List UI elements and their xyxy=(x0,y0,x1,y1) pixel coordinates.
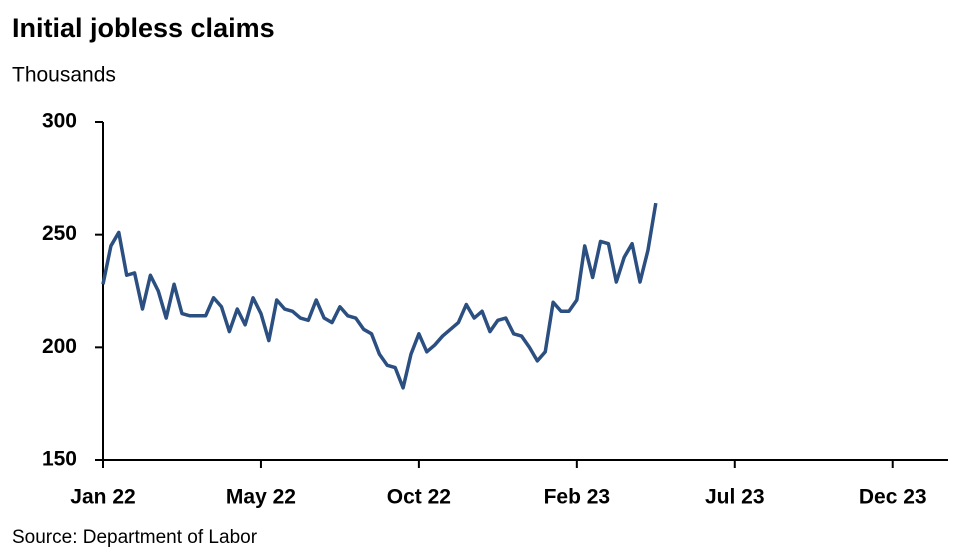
y-tick-label: 150 xyxy=(42,448,77,471)
x-tick-label: Feb 23 xyxy=(544,486,611,509)
y-tick-label: 250 xyxy=(42,222,77,245)
line-series xyxy=(101,202,658,390)
x-tick-label: Jan 22 xyxy=(70,486,135,509)
x-tick-label: Oct 22 xyxy=(387,486,451,509)
x-tick-label: Jul 23 xyxy=(705,486,765,509)
chart-title: Initial jobless claims xyxy=(12,13,275,43)
x-tick-label: Dec 23 xyxy=(859,486,927,509)
chart-subtitle: Thousands xyxy=(12,64,116,87)
y-tick-label: 300 xyxy=(42,110,77,133)
y-tick-label: 200 xyxy=(42,335,77,358)
source: Source: Department of Labor xyxy=(12,527,258,548)
x-tick-label: May 22 xyxy=(226,486,296,509)
